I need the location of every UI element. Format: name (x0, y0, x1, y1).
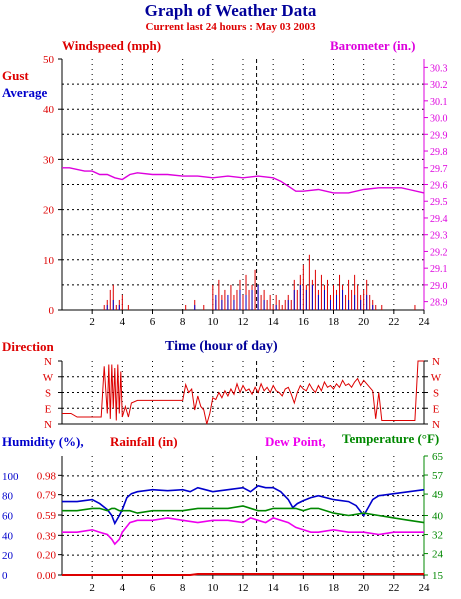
baro-y-tick-label: 29.4 (430, 214, 448, 225)
wind-x-tick-label: 8 (180, 316, 186, 328)
rainfall-line (62, 573, 424, 576)
humidity-tick-label: 100 (2, 471, 19, 483)
temp-tick-label: 65 (432, 451, 444, 463)
wind-x-tick-label: 16 (298, 316, 310, 328)
hum-x-tick-label: 18 (328, 582, 340, 594)
baro-y-tick-label: 30.2 (430, 80, 448, 91)
temp-tick-label: 49 (432, 489, 444, 501)
wind-y-tick-label: 20 (43, 205, 55, 217)
dir-category-left: W (43, 372, 54, 384)
hum-x-tick-label: 14 (268, 582, 280, 594)
dewpoint-label: Dew Point, (265, 434, 326, 449)
dir-category-right: N (432, 419, 440, 431)
wind-x-tick-label: 14 (268, 316, 280, 328)
humidity-tick-label: 60 (2, 511, 14, 523)
rainfall-label: Rainfall (in) (110, 434, 178, 449)
humidity-tick-label: 40 (2, 530, 14, 542)
humidity-line (62, 484, 425, 526)
rain-tick-label: 0.79 (37, 490, 57, 502)
wind-y-tick-label: 0 (49, 305, 55, 317)
wind-y-tick-label: 50 (43, 54, 55, 66)
baro-y-tick-label: 29.7 (430, 164, 448, 175)
wind-x-tick-label: 18 (328, 316, 340, 328)
temp-tick-label: 24 (432, 549, 444, 561)
wind-x-tick-label: 6 (150, 316, 156, 328)
dir-category-right: N (432, 356, 440, 368)
wind-x-tick-label: 4 (120, 316, 126, 328)
baro-y-tick-label: 28.9 (430, 298, 448, 309)
temperature-label: Temperature (°F) (342, 431, 439, 446)
humidity-tick-label: 20 (2, 550, 14, 562)
dir-category-left: E (45, 403, 52, 415)
time-axis-label: Time (hour of day) (165, 339, 278, 354)
chart-subtitle: Current last 24 hours : May 03 2003 (145, 21, 316, 33)
wind-x-tick-label: 20 (358, 316, 370, 328)
average-label: Average (2, 85, 47, 100)
hum-x-tick-label: 12 (238, 582, 249, 594)
hum-x-tick-label: 8 (180, 582, 186, 594)
wind-x-tick-label: 2 (89, 316, 95, 328)
hum-x-tick-label: 16 (298, 582, 310, 594)
wind-x-tick-label: 22 (388, 316, 399, 328)
hum-x-tick-label: 20 (358, 582, 370, 594)
dir-category-right: W (431, 372, 442, 384)
barometer-line (62, 167, 425, 194)
hum-x-tick-label: 6 (150, 582, 156, 594)
chart-title: Graph of Weather Data (144, 1, 317, 20)
rain-tick-label: 0.39 (37, 530, 57, 542)
wind-x-tick-label: 24 (419, 316, 431, 328)
direction-label: Direction (2, 339, 55, 354)
wind-y-tick-label: 10 (43, 255, 55, 267)
baro-y-tick-label: 29.3 (430, 231, 448, 242)
hum-x-tick-label: 2 (89, 582, 95, 594)
dir-category-right: S (433, 388, 439, 400)
humidity-label: Humidity (%), (2, 434, 84, 449)
windspeed-label: Windspeed (mph) (62, 38, 161, 53)
rain-tick-label: 0.20 (37, 550, 57, 562)
baro-y-tick-label: 29.6 (430, 181, 448, 192)
wind-y-tick-label: 30 (43, 154, 55, 166)
baro-y-tick-label: 29.0 (430, 281, 448, 292)
temp-tick-label: 32 (432, 530, 443, 542)
hum-x-tick-label: 10 (207, 582, 219, 594)
dir-category-left: N (44, 356, 52, 368)
hum-x-tick-label: 24 (419, 582, 431, 594)
dew-point-line (62, 517, 424, 546)
baro-y-tick-label: 29.2 (430, 247, 448, 258)
temp-tick-label: 15 (432, 570, 444, 582)
dir-category-right: E (433, 403, 440, 415)
gust-label: Gust (2, 68, 29, 83)
baro-y-tick-label: 30.0 (430, 114, 448, 125)
baro-y-tick-label: 30.3 (430, 63, 448, 74)
humidity-tick-label: 80 (2, 491, 14, 503)
barometer-label: Barometer (in.) (330, 38, 415, 53)
temperature-line (62, 505, 425, 524)
wind-x-tick-label: 10 (207, 316, 219, 328)
direction-line (62, 360, 424, 425)
wind-y-tick-label: 40 (43, 104, 55, 116)
baro-y-tick-label: 30.1 (430, 97, 448, 108)
rain-tick-label: 0.00 (37, 570, 57, 582)
temp-tick-label: 40 (432, 511, 444, 523)
baro-y-tick-label: 29.8 (430, 147, 448, 158)
dir-category-left: N (44, 419, 52, 431)
rain-tick-label: 0.59 (37, 510, 57, 522)
baro-y-tick-label: 29.1 (430, 264, 448, 275)
baro-y-tick-label: 29.5 (430, 197, 448, 208)
baro-y-tick-label: 29.9 (430, 130, 448, 141)
rain-tick-label: 0.98 (37, 470, 57, 482)
temp-tick-label: 57 (432, 470, 444, 482)
humidity-tick-label: 0 (2, 570, 8, 582)
dir-category-left: S (45, 388, 51, 400)
hum-x-tick-label: 4 (120, 582, 126, 594)
wind-x-tick-label: 12 (238, 316, 249, 328)
hum-x-tick-label: 22 (388, 582, 399, 594)
